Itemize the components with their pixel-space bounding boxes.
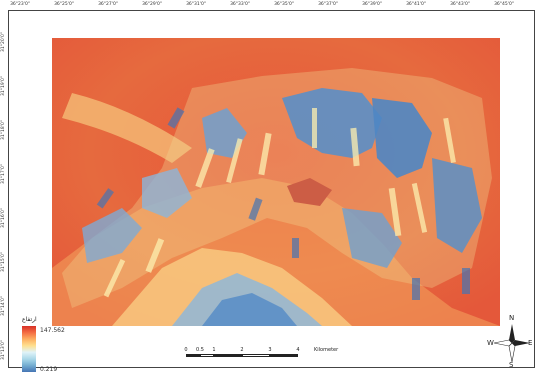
- scale-unit: Kilometer: [314, 347, 339, 353]
- left-tick: 31°16'0": [1, 208, 6, 228]
- legend-min-value: 0.219: [40, 366, 58, 373]
- north-arrow: N S E W: [487, 314, 534, 369]
- scale-label: 0.5: [196, 347, 204, 353]
- compass-e-label: E: [528, 339, 533, 347]
- scale-segment: [242, 354, 270, 357]
- scale-segment: [186, 354, 200, 357]
- left-coordinate-ticks: 31°20'0" 31°19'0" 31°18'0" 31°17'0" 31°1…: [0, 10, 8, 368]
- scale-segment: [200, 354, 214, 357]
- top-tick: 36°33'0": [230, 2, 250, 7]
- compass-s-label: S: [509, 361, 514, 369]
- top-tick: 36°25'0": [54, 2, 74, 7]
- top-tick: 36°39'0": [362, 2, 382, 7]
- scale-bar: 0 0.5 1 2 3 4 Kilometer: [184, 347, 346, 365]
- scale-label: 0: [184, 347, 188, 353]
- top-tick: 36°45'0": [494, 2, 514, 7]
- left-tick: 31°15'0": [1, 252, 6, 272]
- top-tick: 36°27'0": [98, 2, 118, 7]
- top-tick: 36°23'0": [10, 2, 30, 7]
- top-tick: 36°41'0": [406, 2, 426, 7]
- top-tick: 36°31'0": [186, 2, 206, 7]
- scale-label: 4: [296, 347, 300, 353]
- raster-svg: [52, 38, 500, 326]
- scale-label: 2: [240, 347, 244, 353]
- elevation-raster: [52, 38, 500, 326]
- legend-color-ramp: [22, 326, 36, 372]
- left-tick: 31°18'0": [1, 120, 6, 140]
- left-tick: 31°19'0": [1, 76, 6, 96]
- elevation-legend: ارتفاع 147.562 0.219: [22, 316, 92, 373]
- top-tick: 36°29'0": [142, 2, 162, 7]
- legend-max-value: 147.562: [40, 327, 65, 334]
- top-tick: 36°37'0": [318, 2, 338, 7]
- top-coordinate-ticks: 36°23'0" 36°25'0" 36°27'0" 36°29'0" 36°3…: [8, 2, 535, 10]
- compass-w-label: W: [487, 339, 494, 347]
- legend-title: ارتفاع: [22, 316, 37, 323]
- left-tick: 31°13'0": [1, 340, 6, 360]
- top-tick: 36°43'0": [450, 2, 470, 7]
- scale-segment: [270, 354, 298, 357]
- compass-n-label: N: [509, 314, 515, 322]
- scale-label: 1: [212, 347, 216, 353]
- compass-rose-icon: [493, 324, 530, 363]
- left-tick: 31°14'0": [1, 296, 6, 316]
- left-tick: 31°17'0": [1, 164, 6, 184]
- scale-label: 3: [268, 347, 272, 353]
- left-tick: 31°20'0": [1, 32, 6, 52]
- scale-segment: [214, 354, 242, 357]
- top-tick: 36°35'0": [274, 2, 294, 7]
